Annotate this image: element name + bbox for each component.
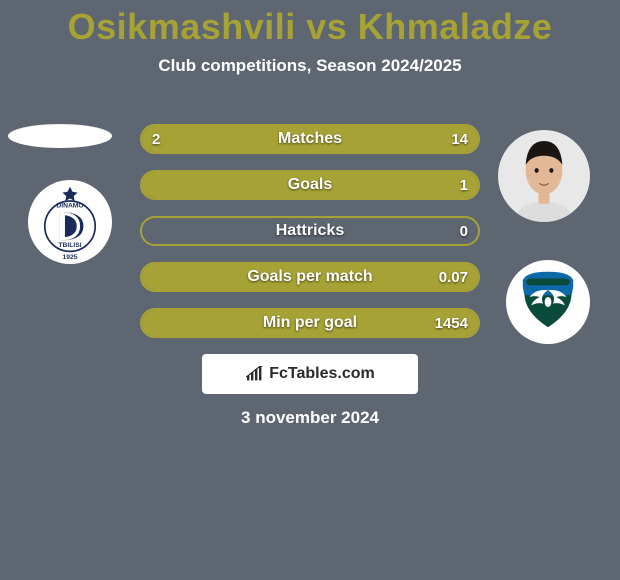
stat-value-right: 0 bbox=[460, 218, 468, 244]
stat-value-right: 0.07 bbox=[439, 264, 468, 290]
page-title: Osikmashvili vs Khmaladze bbox=[0, 0, 620, 48]
stat-row: Hattricks0 bbox=[140, 216, 480, 246]
club-badge-right bbox=[506, 260, 590, 344]
stat-row: Goals1 bbox=[140, 170, 480, 200]
comparison-card: Osikmashvili vs Khmaladze Club competiti… bbox=[0, 0, 620, 580]
stat-row: Min per goal1454 bbox=[140, 308, 480, 338]
watermark: FcTables.com bbox=[202, 354, 418, 394]
stat-bar-right bbox=[142, 172, 478, 198]
samtredia-crest-icon bbox=[506, 260, 590, 344]
stat-value-right: 14 bbox=[451, 126, 468, 152]
stats-chart: Matches214Goals1Hattricks0Goals per matc… bbox=[140, 124, 480, 354]
bar-chart-icon bbox=[245, 366, 265, 382]
stat-bar-left bbox=[142, 126, 184, 152]
svg-text:1925: 1925 bbox=[63, 254, 78, 261]
player-right-avatar bbox=[498, 130, 590, 222]
stat-label: Hattricks bbox=[142, 218, 478, 244]
stat-value-left: 2 bbox=[152, 126, 160, 152]
stat-row: Goals per match0.07 bbox=[140, 262, 480, 292]
stat-bar-right bbox=[142, 310, 478, 336]
stat-row: Matches214 bbox=[140, 124, 480, 154]
dinamo-tbilisi-crest-icon: DINAMO TBILISI 1925 bbox=[28, 180, 112, 264]
svg-text:TBILISI: TBILISI bbox=[58, 242, 81, 249]
player-left-avatar-placeholder bbox=[8, 124, 112, 148]
page-subtitle: Club competitions, Season 2024/2025 bbox=[0, 56, 620, 76]
club-badge-left: DINAMO TBILISI 1925 bbox=[28, 180, 112, 264]
svg-text:DINAMO: DINAMO bbox=[56, 203, 83, 210]
player-portrait-icon bbox=[498, 130, 590, 222]
stat-value-right: 1 bbox=[460, 172, 468, 198]
stat-bar-right bbox=[184, 126, 478, 152]
date-label: 3 november 2024 bbox=[0, 408, 620, 428]
watermark-label: FcTables.com bbox=[269, 365, 375, 383]
stat-bar-right bbox=[142, 264, 478, 290]
stat-value-right: 1454 bbox=[435, 310, 468, 336]
